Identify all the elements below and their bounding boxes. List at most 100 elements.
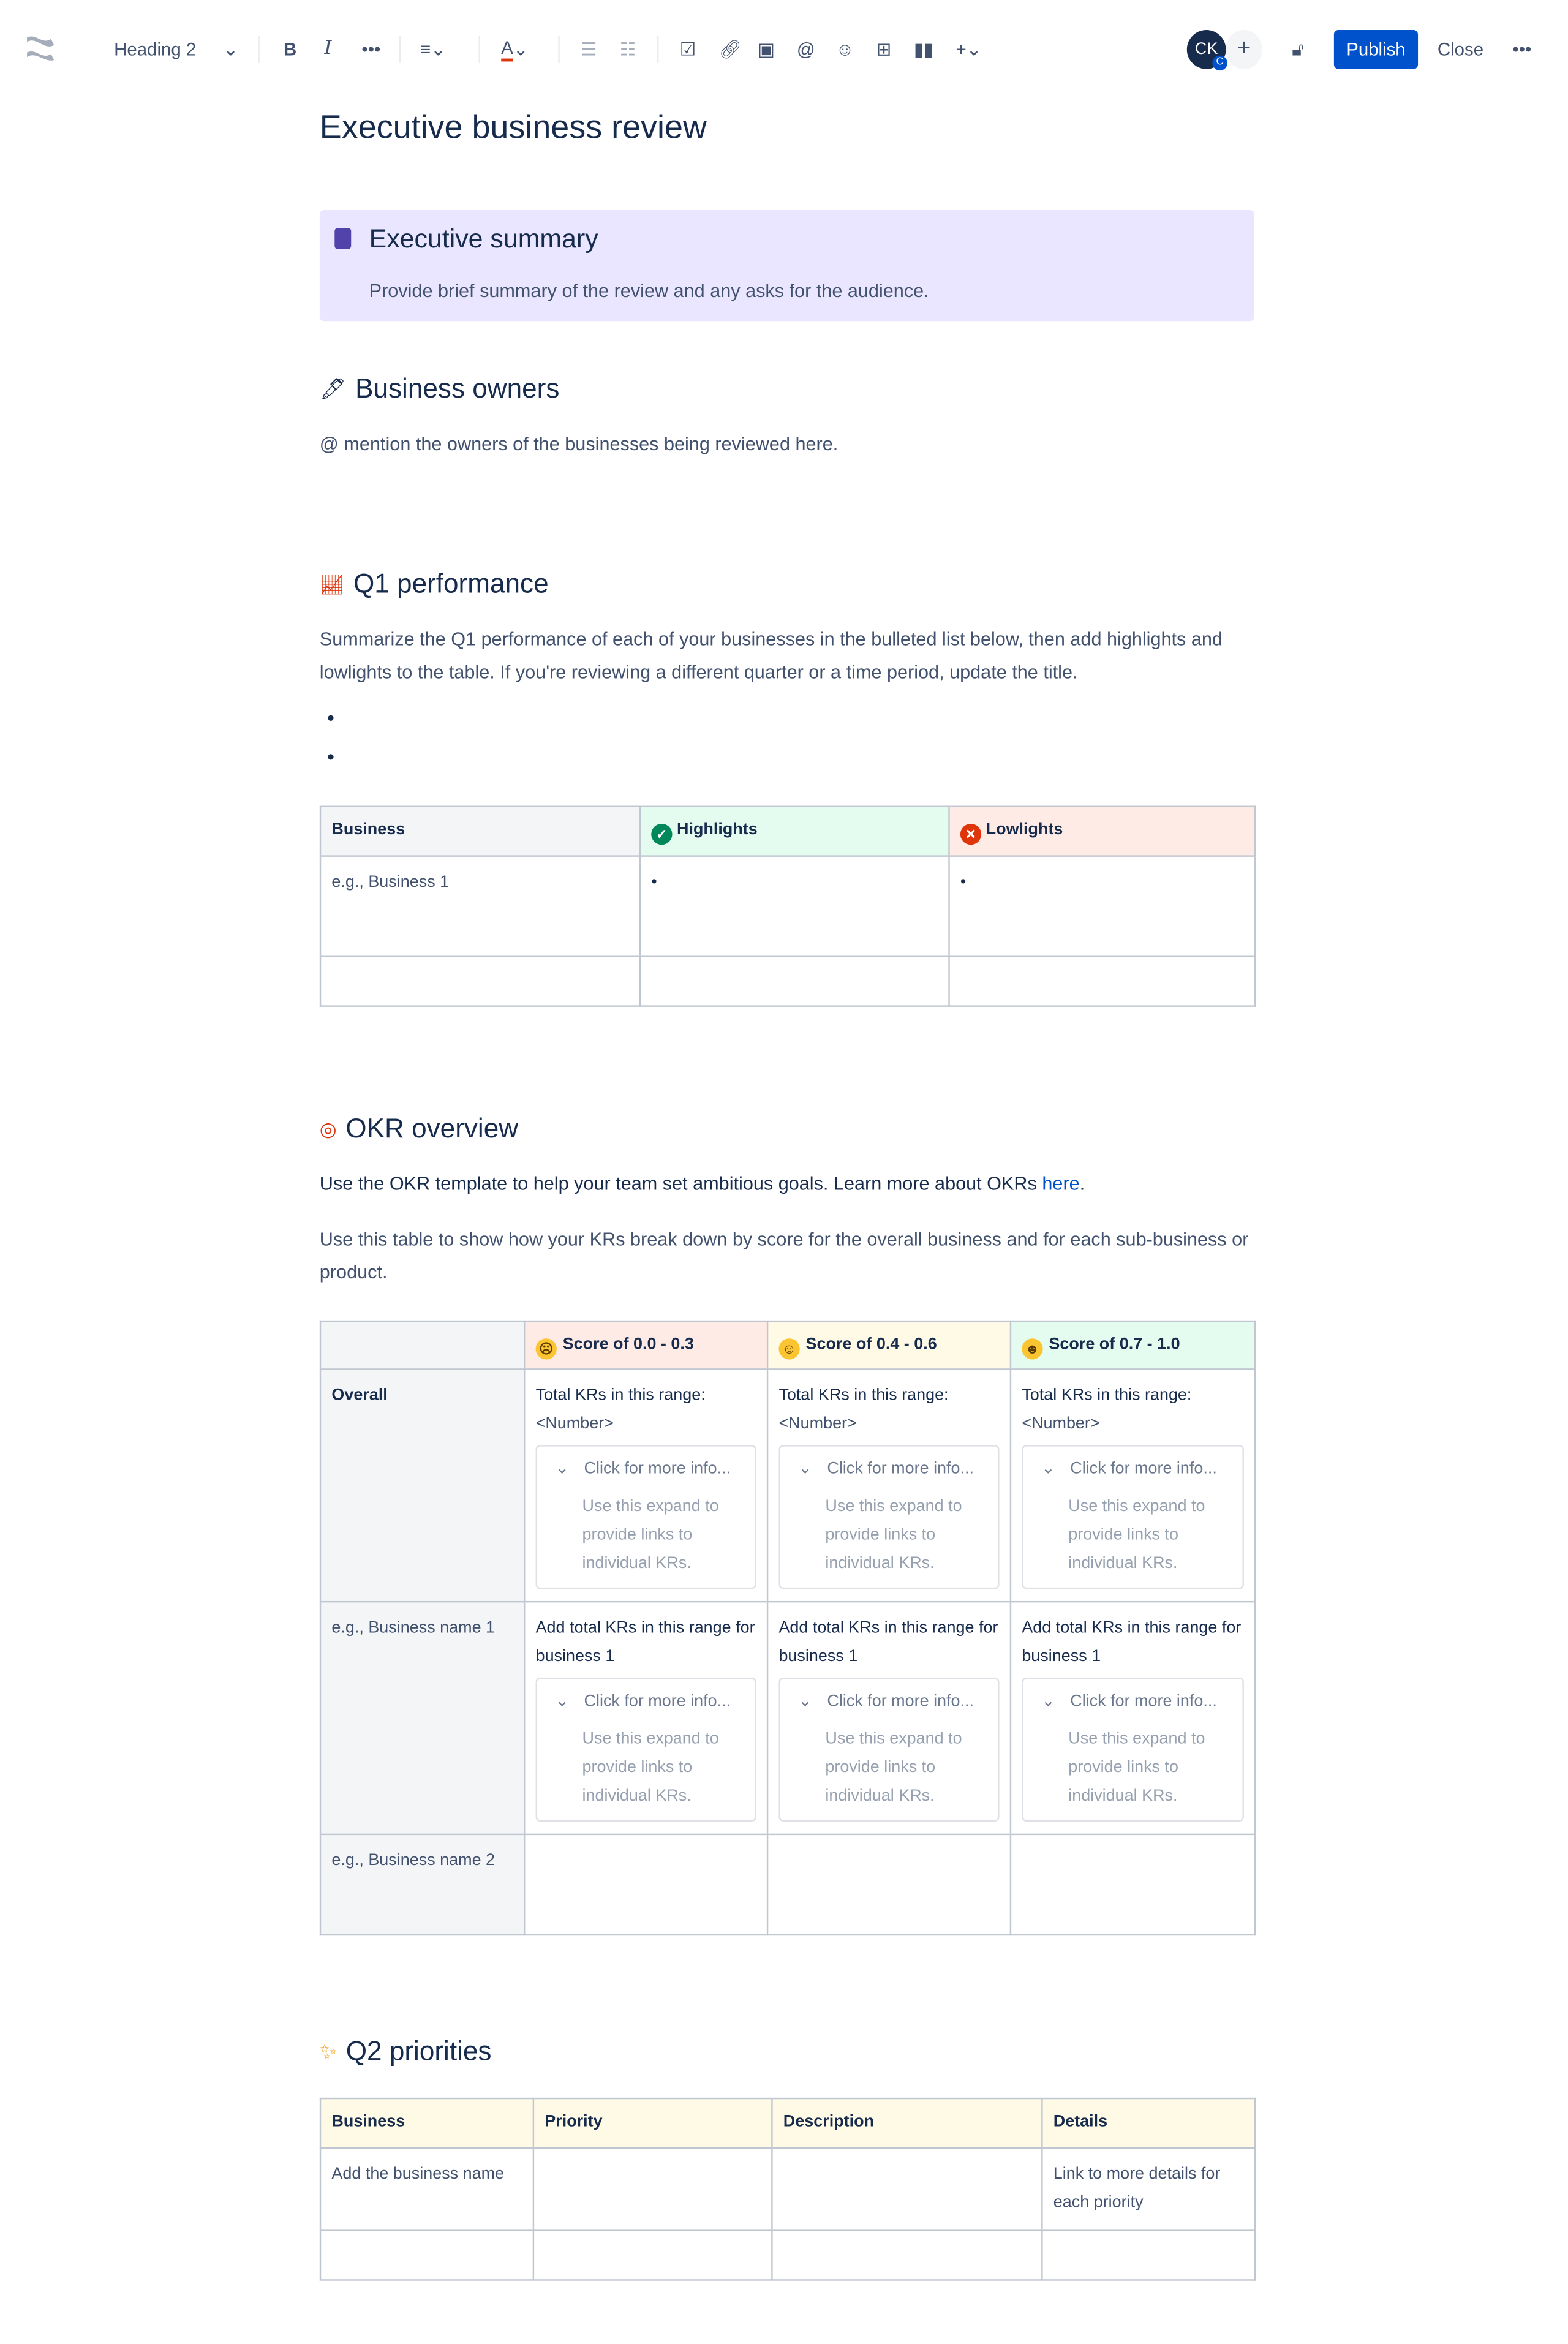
text-style-label: Heading 2 [114, 39, 197, 60]
layout-button[interactable]: ▮▮ [913, 39, 934, 60]
cross-icon: ✕ [960, 823, 982, 845]
frowning-face-icon: ☹ [535, 1338, 557, 1360]
okr-link[interactable]: here [1042, 1173, 1080, 1195]
chevron-down-icon: ⌄ [555, 1460, 570, 1479]
check-icon: ✓ [651, 823, 673, 845]
chart-increasing-icon: 📈︎ [319, 572, 345, 595]
table-cell[interactable] [639, 955, 950, 1007]
row-header-overall: Overall [319, 1368, 526, 1603]
okr-table-text: Use this table to show how your KRs brea… [319, 1229, 1249, 1283]
header-description: Description [771, 2097, 1043, 2149]
table-cell[interactable]: Add total KRs in this range for business… [766, 1600, 1012, 1836]
header-score-low: ☹ Score of 0.0 - 0.3 [523, 1320, 769, 1370]
chevron-down-icon: ⌄ [1041, 1692, 1055, 1711]
table-cell[interactable] [532, 2147, 773, 2231]
q2-heading: ✨︎ Q2 priorities [319, 2036, 492, 2067]
expand-section[interactable]: ⌄ Click for more info... Use this expand t… [535, 1445, 756, 1589]
okr-heading: ◎ OKR overview [319, 1113, 519, 1144]
expand-section[interactable]: ⌄ Click for more info... Use this expand t… [1022, 1677, 1244, 1822]
page-title[interactable]: Executive business review [319, 108, 707, 146]
q1-text: Summarize the Q1 performance of each of … [319, 628, 1223, 683]
header-business: Business [319, 805, 641, 857]
table-cell[interactable] [771, 2147, 1043, 2231]
action-item-button[interactable]: ☑ [679, 39, 696, 60]
slightly-smiling-face-icon: ☺ [778, 1338, 800, 1360]
table-cell[interactable] [532, 2229, 773, 2281]
table-cell[interactable]: e.g., Business 1 [319, 855, 641, 957]
publish-button[interactable]: Publish [1333, 29, 1419, 69]
table-cell[interactable]: • [948, 855, 1256, 957]
avatar-badge: C [1212, 55, 1227, 71]
bullet-item[interactable]: • [327, 705, 335, 729]
owners-heading: 🖋︎ Business owners [319, 374, 560, 404]
expand-section[interactable]: ⌄ Click for more info... Use this expand t… [778, 1677, 1000, 1822]
link-button[interactable]: 🔗︎ [718, 39, 742, 60]
header-score-high: ☻ Score of 0.7 - 1.0 [1009, 1320, 1256, 1370]
bold-button[interactable]: B [284, 39, 297, 60]
table-cell[interactable]: Add total KRs in this range for business… [523, 1600, 769, 1836]
chevron-down-icon: ⌄ [798, 1460, 812, 1479]
okr-text: Use the OKR template to help your team s… [319, 1173, 1085, 1195]
expand-section[interactable]: ⌄ Click for more info... Use this expand t… [535, 1677, 756, 1822]
italic-button[interactable]: I [324, 37, 331, 60]
table-cell[interactable] [948, 955, 1256, 1007]
table-cell[interactable] [1009, 1833, 1256, 1936]
chevron-down-icon: ⌄ [1041, 1460, 1055, 1479]
table-cell[interactable]: • [639, 855, 950, 957]
table-cell[interactable] [771, 2229, 1043, 2281]
text-style-dropdown[interactable]: Heading 2 ⌄ [114, 33, 238, 66]
mention-button[interactable]: @ [796, 39, 815, 60]
chevron-down-icon: ⌄ [223, 39, 238, 60]
bullet-item[interactable]: • [327, 744, 335, 769]
grinning-face-icon: ☻ [1022, 1338, 1043, 1360]
header-details: Details [1041, 2097, 1256, 2149]
summary-text: Provide brief summary of the review and … [369, 281, 929, 302]
row-header-business-1: e.g., Business name 1 [319, 1600, 526, 1836]
bullet-list-button[interactable]: ☰ [581, 39, 597, 60]
owners-text: @ mention the owners of the businesses b… [319, 433, 839, 455]
table-cell[interactable] [766, 1833, 1012, 1936]
pen-icon: 🖋︎ [319, 376, 347, 401]
row-header-business-2: e.g., Business name 2 [319, 1833, 526, 1936]
confluence-logo[interactable] [24, 33, 57, 66]
table-cell[interactable]: Total KRs in this range: <Number> ⌄ Click f… [766, 1368, 1012, 1603]
table-cell[interactable]: Add the business name [319, 2147, 535, 2231]
emoji-button[interactable]: ☺ [835, 39, 854, 60]
text-color-button[interactable]: A ⌄ [501, 33, 529, 66]
chevron-down-icon: ⌄ [555, 1692, 570, 1711]
close-button[interactable]: Close [1437, 39, 1484, 60]
expand-section[interactable]: ⌄ Click for more info... Use this expand t… [1022, 1445, 1244, 1589]
note-icon [334, 228, 352, 249]
table-cell[interactable] [319, 2229, 535, 2281]
header-priority: Priority [532, 2097, 773, 2149]
table-cell[interactable] [1041, 2229, 1256, 2281]
table-cell[interactable]: Add total KRs in this range for business… [1009, 1600, 1256, 1836]
sparkles-icon: ✨︎ [319, 2039, 337, 2063]
more-formatting-button[interactable]: ••• [361, 39, 381, 60]
table-button[interactable]: ⊞ [876, 39, 892, 60]
header-score-mid: ☺ Score of 0.4 - 0.6 [766, 1320, 1012, 1370]
header-empty [319, 1320, 526, 1370]
target-icon: ◎ [319, 1117, 337, 1140]
avatar[interactable]: CK [1186, 29, 1226, 69]
q1-table: Business ✓ Highlights ✕ Lowlights e.g., … [319, 805, 1256, 1007]
restrictions-unlock-icon[interactable]: 🔓︎ [1292, 38, 1304, 59]
insert-more-button[interactable]: +⌄ [956, 39, 982, 60]
header-business: Business [319, 2097, 535, 2149]
more-actions-button[interactable]: ••• [1512, 39, 1532, 60]
table-cell[interactable]: Link to more details for each priority [1041, 2147, 1256, 2231]
avatar-initials: CK [1194, 40, 1218, 59]
invite-button[interactable]: + [1226, 29, 1262, 69]
numbered-list-button[interactable]: ☷ [619, 39, 636, 60]
table-cell[interactable] [523, 1833, 769, 1936]
q2-table: Business Priority Description Details Ad… [319, 2097, 1256, 2281]
q1-heading: 📈︎ Q1 performance [319, 568, 549, 599]
expand-section[interactable]: ⌄ Click for more info... Use this expand t… [778, 1445, 1000, 1589]
table-cell[interactable]: Total KRs in this range: <Number> ⌄ Click f… [523, 1368, 769, 1603]
okr-table: ☹ Score of 0.0 - 0.3 ☺ Score of 0.4 - 0.6 … [319, 1320, 1256, 1936]
image-button[interactable]: ▣ [758, 39, 775, 60]
table-cell[interactable]: Total KRs in this range: <Number> ⌄ Click f… [1009, 1368, 1256, 1603]
alignment-button[interactable]: ≡⌄ [420, 39, 446, 60]
table-cell[interactable] [319, 955, 641, 1007]
header-highlights: ✓ Highlights [639, 805, 950, 857]
